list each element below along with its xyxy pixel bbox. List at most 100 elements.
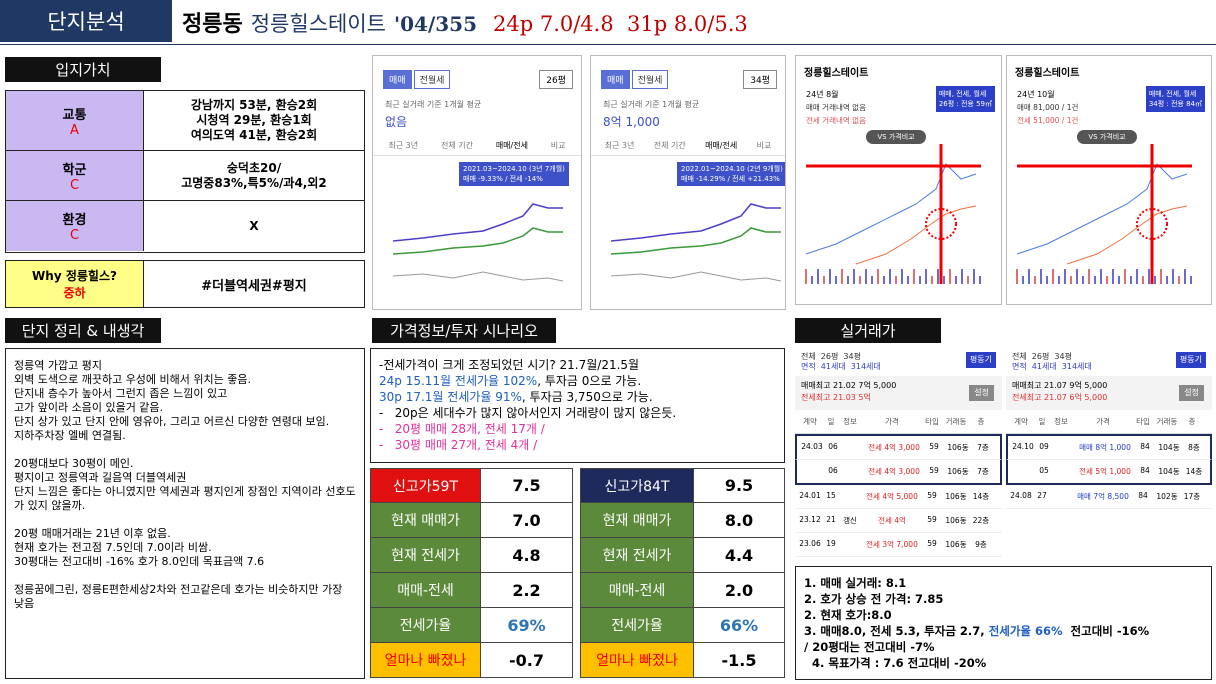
price-row: 전세가율 66% — [580, 608, 785, 643]
tx-max: 매매최고 21.07 9억 5,000 전세최고 21.07 6억 5,000 설정 — [1006, 376, 1212, 410]
location-table: 교통 A 강남까지 53분, 환승2회 시청역 29분, 환승1회 여의도역 41분, … — [5, 90, 365, 253]
text-segment: - 30평 매매 27개, 전세 4개 / — [379, 438, 538, 452]
tx-cell: 19 — [826, 539, 836, 548]
tx-max-rent: 전세최고 21.07 6억 5,000 — [1012, 393, 1108, 402]
map-month: 24년 10월 — [1017, 90, 1055, 99]
app-tab: 전월세 — [413, 70, 451, 89]
text-segment: , 투자금 3,750으로 가능. — [521, 390, 653, 404]
tx-cell: 59 — [929, 442, 939, 451]
price-value: 2.2 — [512, 580, 541, 600]
map-sale: 매매 81,000 / 1건 — [1017, 103, 1079, 112]
text-line: 2. 호가 상승 전 가격: 7.85 — [804, 591, 1203, 607]
tx-setting: 설정 — [969, 385, 994, 401]
tx-row: 23.06 19 전세 3억 7,000 59 106동 9층 — [795, 533, 1002, 557]
map-month: 24년 8월 — [806, 90, 839, 99]
summary-paragraph: 정릉역 가깝고 평지 외벽 도색으로 깨끗하고 우성에 비해서 위치는 좋음. 단지… — [14, 359, 356, 443]
tx-header: 가격 — [1096, 417, 1110, 426]
tx-cell: 106동 — [945, 540, 967, 549]
tx-cell — [841, 442, 863, 453]
tx-header: 가격 — [885, 417, 899, 426]
text-line: 4. 목표가격 : 7.6 전고대비 -20% — [804, 655, 1203, 671]
app-top: 매매 전월세 26평 — [373, 56, 581, 89]
ratio-line — [392, 271, 564, 282]
tx-cell — [1052, 442, 1074, 453]
tx-cell: 59 — [927, 515, 937, 524]
tx-header-row: 계약 일 정보 가격 타입 거래동 층 — [795, 410, 1002, 434]
text-segment: 2. 현재 호가:8.0 — [804, 608, 892, 622]
meta: '04/355 — [393, 12, 477, 36]
tx-cell: 27 — [1037, 491, 1047, 500]
tx-cell: 전세 4억 3,000 — [868, 443, 920, 452]
tx-cell: 전세 4억 5,000 — [866, 492, 918, 501]
tx-max: 매매최고 21.02 7억 5,000 전세최고 21.03 5억 설정 — [795, 376, 1002, 410]
app-tooltip: 2021.03~2024.10 (3년 7개월) 매매 -9.33% / 전세 -… — [459, 162, 569, 186]
location-grade: A — [70, 122, 79, 138]
tx-sizes: 전체 26평 34평 — [1012, 352, 1072, 361]
tx-row: 24.01 15 전세 4억 5,000 59 106동 14층 — [795, 485, 1002, 509]
price-value: 8.0 — [724, 510, 754, 530]
tx-button: 평동기 — [965, 352, 996, 368]
tx-cell: 14층 — [972, 492, 990, 501]
text-segment: -전세가격이 크게 조정되었던 시기? 21.7월/21.5월 — [379, 358, 640, 372]
tx-cell — [841, 466, 863, 477]
location-label: 학군 — [62, 162, 87, 178]
tx-cell: 24.08 — [1010, 491, 1032, 500]
tx-cell: 84 — [1140, 466, 1150, 475]
text-line: 1. 매매 실거래: 8.1 — [804, 575, 1203, 591]
tx-cell: 매매 7억 8,500 — [1077, 492, 1129, 501]
price-label: 현재 전세가 — [371, 538, 481, 572]
price-value: 7.5 — [512, 476, 541, 495]
tx-cell: 106동 — [947, 467, 969, 476]
app-plot — [610, 203, 782, 282]
tx-max-rent: 전세최고 21.03 5억 — [801, 393, 871, 402]
tx-header: 거래동 — [945, 417, 967, 426]
app-period: 매매/전세 — [495, 141, 528, 150]
location-row: 환경 C X — [6, 201, 364, 251]
summary-line: 정릉역 가깝고 평지 — [14, 359, 102, 372]
text-line: 24p 15.11월 전세가율 102%, 투자금 0으로 가능. — [379, 373, 776, 389]
text-segment: 전고대비 -16% — [1062, 624, 1150, 638]
price-label: 신고가84T — [581, 469, 694, 502]
location-value-cell: 강남까지 53분, 환승2회 시청역 29분, 환승1회 여의도역 41분, 환승2… — [144, 91, 364, 150]
app-period: 비교 — [756, 141, 772, 150]
why-text: #더블역세권#평지 — [201, 278, 307, 294]
tx-cell — [799, 466, 825, 477]
price-row: 현재 전세가 4.4 — [580, 538, 785, 573]
summary-line: 외벽 도색으로 깨끗하고 우성에 비해서 위치는 좋음. — [14, 373, 251, 386]
tx-header: 층 — [977, 417, 985, 426]
price-label: 매매-전세 — [371, 573, 481, 607]
map-filter: 매매, 전세, 월세 26평 : 전용 59㎡ — [935, 86, 995, 112]
text-segment: - 20평 매매 28개, 전세 17개 / — [379, 422, 545, 436]
tx-cell: 전세 4억 — [878, 516, 906, 525]
tx-households: 면적 41세대 314세대 — [801, 362, 881, 371]
tx-cell: 106동 — [945, 516, 967, 525]
tx-header: 일 — [827, 417, 835, 426]
summary-line: 20평대보다 30평이 메인. — [14, 457, 134, 470]
tx-cell: 24.01 — [799, 491, 821, 500]
tx-cell: 06 — [828, 466, 838, 475]
prices: 24p 7.0/4.8 31p 8.0/5.3 — [493, 12, 748, 36]
app-period: 전체 기간 — [440, 141, 473, 150]
sale-line — [392, 203, 563, 242]
map-plot — [805, 144, 981, 284]
map-title: 정릉힐스테이트 — [1015, 68, 1080, 79]
tx-cell: 9층 — [975, 540, 987, 549]
price-value: 69% — [507, 615, 546, 635]
text-line: 30p 17.1월 전세가율 91%, 투자금 3,750으로 가능. — [379, 389, 776, 405]
complex-name: 정릉힐스테이트 — [250, 12, 386, 36]
location-label-cell: 교통 A — [6, 91, 144, 150]
summary-line: 평지이고 정릉역과 길음역 더블역세권 — [14, 471, 187, 484]
text-segment: 30p 17.1월 전세가율 91% — [379, 390, 522, 404]
ratio-line — [610, 271, 782, 282]
why-grade: 중하 — [63, 286, 86, 300]
map-compare: VS 가격비교 — [866, 130, 926, 144]
map-filter: 매매, 전세, 월세 34평 : 전용 84㎡ — [1145, 86, 1205, 112]
tx-cell: 15 — [826, 491, 836, 500]
rent-line — [1066, 205, 1188, 265]
location-value-cell: X — [144, 201, 364, 251]
summary-line: 20평 매매거래는 21년 이후 없음. — [14, 527, 171, 540]
tx-header: 계약 — [803, 417, 817, 426]
tx-cell: 갱신 — [843, 516, 857, 525]
map-plot — [1016, 144, 1192, 284]
